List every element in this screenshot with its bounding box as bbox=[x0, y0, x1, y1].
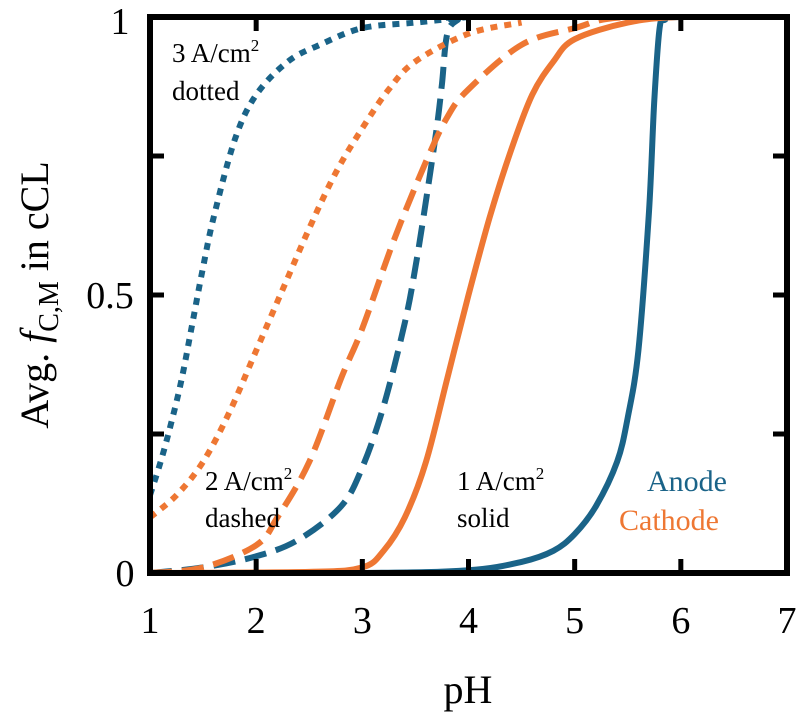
y-axis-title: Avg. fC,M in cCL bbox=[12, 161, 65, 429]
x-tick-label-1: 1 bbox=[141, 600, 160, 642]
annotation-1a-line2: solid bbox=[457, 503, 510, 533]
annotation-3a-line1: 3 A/cm bbox=[172, 38, 251, 68]
x-tick-label-4: 4 bbox=[459, 600, 478, 642]
axis-ticks bbox=[150, 17, 787, 573]
x-tick-label-5: 5 bbox=[565, 600, 584, 642]
y-axis-title-prefix: Avg. bbox=[12, 343, 57, 429]
annotation-3a-sup: 2 bbox=[251, 36, 260, 55]
annotation-2a-sup: 2 bbox=[284, 464, 293, 483]
y-tick-label-1: 1 bbox=[111, 1, 130, 43]
legend: Anode Cathode bbox=[619, 465, 727, 537]
svg-text:2 A/cm2: 2 A/cm2 bbox=[205, 464, 292, 496]
x-tick-label-3: 3 bbox=[353, 600, 372, 642]
x-axis-title: pH bbox=[444, 667, 493, 712]
x-tick-labels: 1 2 3 4 5 6 7 bbox=[141, 600, 797, 642]
x-tick-label-7: 7 bbox=[778, 600, 797, 642]
svg-text:3 A/cm2: 3 A/cm2 bbox=[172, 36, 259, 68]
x-tick-label-2: 2 bbox=[247, 600, 266, 642]
annotation-3a: 3 A/cm2 dotted bbox=[172, 36, 259, 106]
annotation-1a-line1: 1 A/cm bbox=[457, 466, 536, 496]
annotation-3a-line2: dotted bbox=[172, 76, 240, 106]
y-axis-title-subscript: C,M bbox=[34, 281, 65, 332]
annotation-2a: 2 A/cm2 dashed bbox=[205, 464, 292, 533]
svg-text:1 A/cm2: 1 A/cm2 bbox=[457, 464, 544, 496]
y-tick-label-0: 0 bbox=[116, 553, 135, 595]
y-axis-title-suffix: in cCL bbox=[12, 161, 57, 281]
series-anode-3a-dotted bbox=[150, 17, 469, 497]
x-tick-label-6: 6 bbox=[671, 600, 690, 642]
annotation-2a-line2: dashed bbox=[205, 503, 280, 533]
legend-entry-cathode: Cathode bbox=[619, 504, 719, 537]
annotation-1a: 1 A/cm2 solid bbox=[457, 464, 544, 533]
series-cathode-3a-dotted bbox=[150, 19, 523, 520]
series-cathode-1a-solid bbox=[150, 17, 787, 573]
annotation-1a-sup: 2 bbox=[536, 464, 545, 483]
annotation-2a-line1: 2 A/cm bbox=[205, 466, 284, 496]
y-tick-label-0.5: 0.5 bbox=[86, 275, 134, 317]
legend-entry-anode: Anode bbox=[647, 465, 727, 498]
